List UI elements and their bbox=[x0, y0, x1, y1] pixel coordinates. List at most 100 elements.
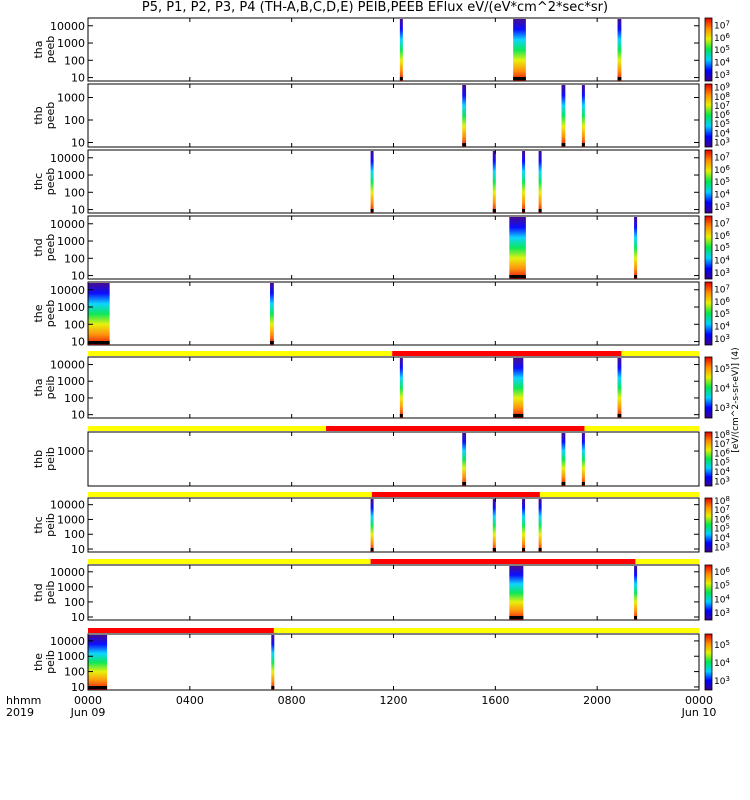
spectrogram-burst bbox=[522, 499, 526, 552]
colorbar-tick-label: 103 bbox=[714, 402, 730, 414]
y-tick-label: 100 bbox=[64, 596, 85, 609]
y-axis-label: peeb bbox=[44, 36, 57, 64]
status-bar-red-segment bbox=[392, 351, 622, 356]
colorbar-tick-label: 104 bbox=[714, 382, 730, 394]
spectrogram-burst-base bbox=[617, 414, 622, 417]
spectrogram-burst-base bbox=[370, 209, 374, 212]
colorbar-tick-label: 105 bbox=[714, 118, 730, 130]
y-axis-label: thb bbox=[32, 450, 45, 468]
spectrogram-burst-base bbox=[634, 616, 638, 619]
y-axis-label: peib bbox=[44, 581, 57, 605]
status-bar-yellow-segment bbox=[88, 492, 372, 497]
y-axis-label: thc bbox=[32, 173, 45, 190]
spectrogram-burst-base bbox=[522, 548, 526, 551]
y-tick-label: 1000 bbox=[57, 581, 85, 594]
y-tick-label: 10 bbox=[71, 336, 85, 349]
spectrogram-burst bbox=[522, 151, 526, 213]
y-axis-label: thb bbox=[32, 106, 45, 124]
y-axis-label: peeb bbox=[44, 234, 57, 262]
colorbar-label: [eV/(cm^2-s-sr-eV)] (4) bbox=[731, 347, 741, 452]
colorbar-tick-label: 103 bbox=[714, 541, 730, 553]
y-axis-label: thd bbox=[32, 238, 45, 256]
colorbar-tick-label: 106 bbox=[714, 513, 730, 525]
spectrogram-burst-base bbox=[561, 482, 566, 485]
x-axis-corner-year: 2019 bbox=[6, 706, 34, 719]
x-tick-date-label: Jun 09 bbox=[70, 706, 106, 719]
spectrogram-burst bbox=[270, 283, 274, 345]
spectrogram-burst-base bbox=[581, 143, 585, 146]
y-tick-label: 10000 bbox=[50, 359, 85, 372]
spectrogram-burst bbox=[88, 283, 110, 345]
status-bar-red-segment bbox=[326, 426, 585, 431]
colorbar-tick-label: 106 bbox=[714, 230, 730, 242]
y-tick-label: 100 bbox=[64, 114, 85, 127]
y-tick-label: 10 bbox=[71, 409, 85, 422]
x-axis-corner-label: hhmm bbox=[6, 694, 41, 707]
spectrogram-burst-base bbox=[617, 77, 622, 80]
y-tick-label: 1000 bbox=[57, 235, 85, 248]
x-tick-label: 0400 bbox=[176, 694, 204, 707]
y-tick-label: 1000 bbox=[57, 650, 85, 663]
colorbar-tick-label: 103 bbox=[714, 333, 730, 345]
colorbar-tick-label: 103 bbox=[714, 607, 730, 619]
y-tick-label: 10 bbox=[71, 137, 85, 150]
colorbar-tick-label: 103 bbox=[714, 201, 730, 213]
panel-frame bbox=[87, 431, 700, 487]
colorbar-tick-label: 108 bbox=[714, 429, 730, 441]
y-tick-label: 1000 bbox=[57, 301, 85, 314]
panel-frame bbox=[87, 497, 700, 553]
panel-frame bbox=[87, 564, 700, 621]
spectrogram-burst-base bbox=[462, 482, 467, 485]
colorbar-tick-label: 107 bbox=[714, 438, 730, 450]
y-tick-label: 10 bbox=[71, 681, 85, 694]
y-axis-label: thc bbox=[32, 516, 45, 533]
spectrogram-burst bbox=[634, 217, 638, 279]
spectrogram-burst bbox=[399, 358, 403, 418]
y-tick-label: 10 bbox=[71, 204, 85, 217]
panel-frame bbox=[87, 281, 700, 346]
colorbar-tick-label: 103 bbox=[714, 675, 730, 687]
y-tick-label: 1000 bbox=[57, 375, 85, 388]
spectrogram-burst bbox=[370, 151, 374, 213]
spectrogram-burst-base bbox=[462, 143, 467, 146]
colorbar-tick-label: 104 bbox=[714, 56, 730, 68]
colorbar-tick-label: 107 bbox=[714, 19, 730, 31]
spectrogram-burst-base bbox=[271, 686, 275, 689]
colorbar-tick-label: 103 bbox=[714, 136, 730, 148]
spectrogram-burst bbox=[492, 151, 496, 213]
colorbar bbox=[704, 17, 713, 82]
colorbar-tick-label: 107 bbox=[714, 217, 730, 229]
spectrogram-burst-base bbox=[581, 482, 585, 485]
colorbar-tick-label: 105 bbox=[714, 44, 730, 56]
status-bar-red-segment bbox=[88, 628, 274, 633]
spectrogram-burst bbox=[462, 85, 467, 147]
spectrogram-burst bbox=[617, 358, 622, 418]
y-tick-label: 10000 bbox=[50, 218, 85, 231]
y-axis-label: peib bbox=[44, 376, 57, 400]
spectrogram-burst bbox=[513, 19, 526, 81]
y-tick-label: 10 bbox=[71, 611, 85, 624]
colorbar-tick-label: 104 bbox=[714, 320, 730, 332]
colorbar bbox=[704, 497, 713, 553]
spectrogram-burst bbox=[492, 499, 496, 552]
colorbar-tick-label: 104 bbox=[714, 532, 730, 544]
spectrogram-burst bbox=[370, 499, 374, 552]
colorbar bbox=[704, 633, 713, 691]
y-tick-label: 100 bbox=[64, 392, 85, 405]
colorbar-tick-label: 106 bbox=[714, 566, 730, 578]
x-tick-label: 1600 bbox=[481, 694, 509, 707]
y-axis-label: the bbox=[32, 304, 45, 322]
x-tick-label: 1200 bbox=[380, 694, 408, 707]
colorbar-tick-label: 105 bbox=[714, 523, 730, 535]
colorbar bbox=[704, 564, 713, 621]
spectrogram-burst-base bbox=[522, 209, 526, 212]
spectrogram-burst-base bbox=[370, 548, 374, 551]
y-tick-label: 100 bbox=[64, 528, 85, 541]
spectrogram-burst-base bbox=[634, 275, 638, 278]
y-tick-label: 10000 bbox=[50, 152, 85, 165]
colorbar bbox=[704, 356, 713, 419]
status-bar-yellow-segment bbox=[539, 492, 699, 497]
spectrogram-burst-base bbox=[88, 341, 110, 344]
y-tick-label: 100 bbox=[64, 186, 85, 199]
